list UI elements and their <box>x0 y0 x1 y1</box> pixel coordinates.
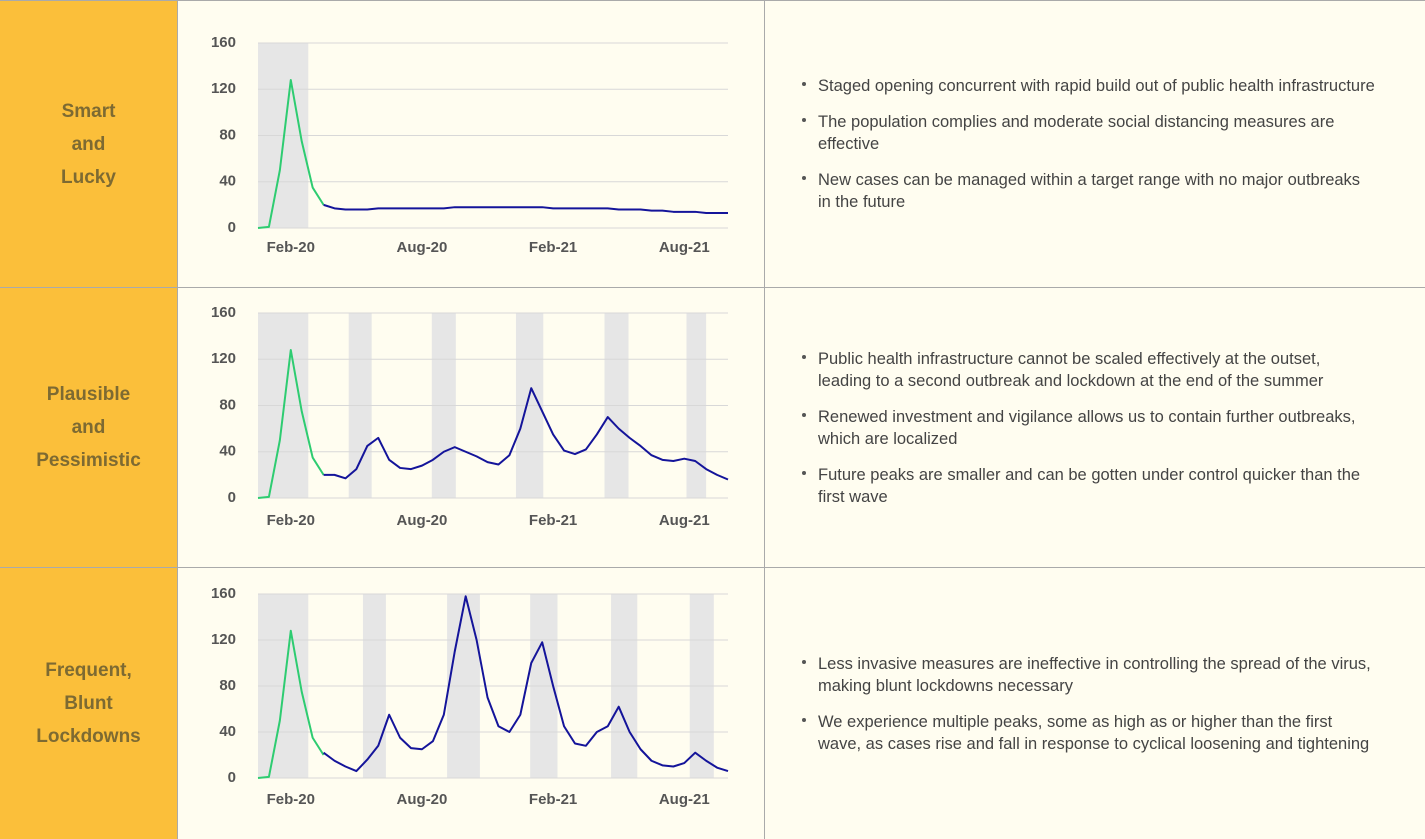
chart-cell <box>178 288 765 567</box>
line-series <box>257 79 325 229</box>
x-tick-label: Aug-20 <box>397 791 448 808</box>
line-series <box>323 203 728 214</box>
bullet-point: Future peaks are smaller and can be gott… <box>802 464 1377 508</box>
x-tick-label: Feb-21 <box>529 239 577 256</box>
row-label-line: Plausible <box>46 384 131 405</box>
line-series <box>322 595 729 773</box>
y-tick-label: 160 <box>211 585 236 602</box>
x-tick-label: Feb-20 <box>267 512 315 529</box>
bullet-point: Less invasive measures are ineffective i… <box>802 653 1377 697</box>
y-tick-label: 0 <box>228 219 236 236</box>
chart-cell <box>178 568 765 839</box>
y-tick-label: 0 <box>228 489 236 506</box>
line-series <box>323 387 729 481</box>
y-tick-label: 120 <box>211 631 236 648</box>
bullet-point: Public health infrastructure cannot be s… <box>802 348 1377 392</box>
y-tick-label: 80 <box>219 677 236 694</box>
y-tick-label: 40 <box>219 173 236 190</box>
line-series <box>257 629 325 779</box>
table-row: Plausible and Pessimistic Public health inf… <box>0 287 1425 567</box>
x-tick-label: Aug-21 <box>659 791 710 808</box>
table-row: Smart and Lucky Staged opening concurrent w… <box>0 0 1425 287</box>
y-tick-label: 80 <box>219 396 236 413</box>
bullet-point: Staged opening concurrent with rapid bui… <box>802 75 1377 97</box>
x-tick-label: Feb-20 <box>267 791 315 808</box>
y-tick-label: 160 <box>211 304 236 321</box>
y-tick-label: 120 <box>211 350 236 367</box>
y-tick-label: 0 <box>228 769 236 786</box>
row-label-line: Pessimistic <box>36 450 141 471</box>
y-tick-label: 80 <box>219 126 236 143</box>
row-label-line: and <box>71 133 106 155</box>
row-label-line: and <box>71 417 106 438</box>
row-label: Smart and Lucky <box>0 1 178 287</box>
row-label: Plausible and Pessimistic <box>0 288 178 567</box>
description: Staged opening concurrent with rapid bui… <box>765 1 1425 287</box>
x-tick-label: Aug-21 <box>659 512 710 529</box>
row-label-line: Smart <box>61 100 116 122</box>
x-tick-label: Aug-20 <box>397 512 448 529</box>
y-tick-label: 120 <box>211 80 236 97</box>
row-label-line: Frequent, <box>45 660 132 681</box>
bullet-point: We experience multiple peaks, some as hi… <box>802 711 1377 755</box>
chart-cell <box>178 1 765 287</box>
x-tick-label: Feb-21 <box>529 512 577 529</box>
row-label: Frequent, Blunt Lockdowns <box>0 568 178 839</box>
y-tick-label: 40 <box>219 443 236 460</box>
bullet-point: Renewed investment and vigilance allows … <box>802 406 1377 450</box>
x-tick-label: Aug-21 <box>659 239 710 256</box>
description: Less invasive measures are ineffective i… <box>765 568 1425 839</box>
row-label-line: Blunt <box>64 693 113 714</box>
x-tick-label: Aug-20 <box>397 239 448 256</box>
x-tick-label: Feb-20 <box>267 239 315 256</box>
x-tick-label: Feb-21 <box>529 791 577 808</box>
row-label-line: Lockdowns <box>36 726 141 747</box>
y-tick-label: 40 <box>219 723 236 740</box>
line-series <box>257 349 325 499</box>
row-label-line: Lucky <box>61 166 116 188</box>
description: Public health infrastructure cannot be s… <box>765 288 1425 567</box>
y-tick-label: 160 <box>211 34 236 51</box>
bullet-point: The population complies and moderate soc… <box>802 111 1377 155</box>
bullet-point: New cases can be managed within a target… <box>802 169 1377 213</box>
table-row: Frequent, Blunt Lockdowns Less invasive mea… <box>0 567 1425 839</box>
